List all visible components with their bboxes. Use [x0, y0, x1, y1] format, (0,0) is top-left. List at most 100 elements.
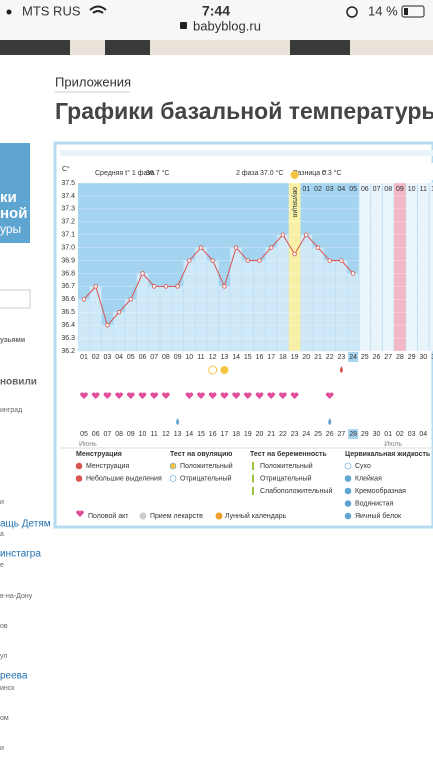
heart	[138, 392, 147, 399]
sidebar-link[interactable]: ащь Детям	[0, 519, 51, 530]
legend-icon	[344, 487, 352, 495]
x-tick-label: 10	[185, 354, 193, 361]
legend-item: Отрицательный	[260, 474, 312, 482]
breadcrumb[interactable]: Приложения	[55, 74, 131, 89]
wifi	[89, 5, 107, 14]
x-tick-label: 15	[244, 354, 252, 361]
phase2-day: 07	[373, 186, 381, 193]
bar	[218, 286, 231, 352]
date-label: 14	[185, 431, 193, 438]
temp-point	[304, 232, 309, 237]
legend-item: Отрицательный	[180, 474, 232, 482]
ovulation-test	[208, 365, 218, 375]
date-label: 06	[92, 431, 100, 438]
sidebar-link[interactable]: инск	[0, 685, 15, 692]
battery	[401, 5, 425, 18]
legend-icon	[252, 462, 254, 470]
legend-item: Лунный календарь	[225, 512, 287, 520]
legend-icon	[75, 462, 83, 470]
x-tick-label: 04	[115, 354, 123, 361]
sidebar-link[interactable]: ом	[0, 715, 9, 722]
date-label: 16	[209, 431, 217, 438]
summary-text: Средняя t° 1 фаза	[95, 169, 154, 177]
legend-icon	[169, 475, 177, 482]
phase2-day: 02	[314, 186, 322, 193]
legend-pill	[139, 512, 147, 520]
bar	[323, 260, 336, 352]
sidebar-link[interactable]: а	[0, 531, 4, 538]
y-tick-label: 37.2	[61, 219, 75, 226]
sidebar-link[interactable]: в-на-Дону	[0, 593, 33, 600]
temp-point	[116, 310, 122, 315]
sidebar-link[interactable]: реева	[0, 671, 28, 682]
drop	[339, 366, 343, 373]
url[interactable]: babyblog.ru	[193, 18, 261, 33]
summary-text: 36.7 °C	[146, 169, 169, 177]
sidebar-input[interactable]	[0, 289, 31, 309]
current-day	[348, 352, 359, 362]
legend-item: Половой акт	[88, 512, 129, 520]
legend-title: Цервикальная жидкость	[345, 451, 431, 458]
temp-point	[175, 284, 180, 289]
sidebar-link[interactable]: новили	[0, 377, 37, 388]
ovulation-label: овуляция	[291, 187, 298, 218]
legend-icon	[344, 475, 352, 482]
sidebar-link[interactable]: инград	[0, 407, 22, 414]
sidebar-link[interactable]: узьями	[0, 337, 25, 344]
date-label: 19	[244, 431, 252, 438]
month: Июль	[384, 441, 402, 448]
temp-point	[292, 251, 297, 257]
temp-point	[222, 284, 227, 289]
page-title: Графики базальной температуры	[55, 98, 433, 124]
status-bg	[0, 0, 433, 40]
y-tick-label: 36.4	[61, 322, 75, 329]
temp-point	[269, 245, 274, 250]
legend-icon	[344, 462, 352, 470]
legend-title: Тест на овуляцию	[170, 451, 232, 458]
date-label: 07	[104, 431, 112, 438]
x-tick-label: 26	[373, 354, 381, 361]
date-label: 21	[267, 431, 275, 438]
sidebar-link[interactable]: ул	[0, 653, 7, 660]
phase2-day: 08	[384, 186, 392, 193]
sidebar-link[interactable]: ов	[0, 623, 8, 630]
legend-item: Водянистая	[355, 500, 394, 507]
banner-text: ки	[0, 189, 17, 206]
date-label: 13	[174, 431, 182, 438]
bar	[241, 260, 254, 352]
temp-point	[151, 284, 157, 289]
x-tick-label: 16	[256, 354, 264, 361]
sidebar-link[interactable]: инстагра	[0, 549, 41, 560]
lock-icon	[180, 22, 187, 29]
y-tick-label: 37.4	[61, 193, 75, 200]
x-tick-label: 28	[396, 354, 404, 361]
phase2-day: 04	[338, 186, 346, 193]
temp-point	[187, 258, 192, 263]
date-label: 30	[373, 431, 381, 438]
battery-text: 14 %	[368, 3, 398, 18]
legend-item: Кремообразная	[355, 487, 406, 495]
legend-item: Прием лекарств	[150, 513, 203, 520]
sidebar-link[interactable]: и	[0, 499, 4, 506]
temp-point	[233, 245, 239, 250]
temp-point	[339, 258, 344, 263]
sidebar-link[interactable]: е	[0, 562, 4, 569]
phase2-day: 11	[420, 186, 427, 193]
x-tick-label: 11	[197, 354, 204, 361]
drop-blue	[176, 418, 180, 425]
legend-item: Небольшие выделения	[86, 474, 162, 482]
y-tick-label: 37.3	[61, 206, 75, 213]
sidebar-link[interactable]: и	[0, 745, 4, 752]
y-tick-label: 37.5	[61, 180, 75, 187]
y-tick-label: 36.9	[61, 257, 75, 264]
x-tick-label: 07	[150, 354, 158, 361]
battery-level	[404, 8, 408, 15]
sidebar-banner	[0, 143, 30, 243]
x-tick-label: 19	[291, 354, 299, 361]
clock: 7:44	[202, 3, 230, 19]
rotation-lock	[346, 6, 358, 18]
y-tick-label: 36.2	[61, 348, 75, 355]
legend-item: Положительный	[260, 462, 313, 470]
x-tick-label: 08	[162, 354, 170, 361]
heart	[255, 392, 264, 399]
